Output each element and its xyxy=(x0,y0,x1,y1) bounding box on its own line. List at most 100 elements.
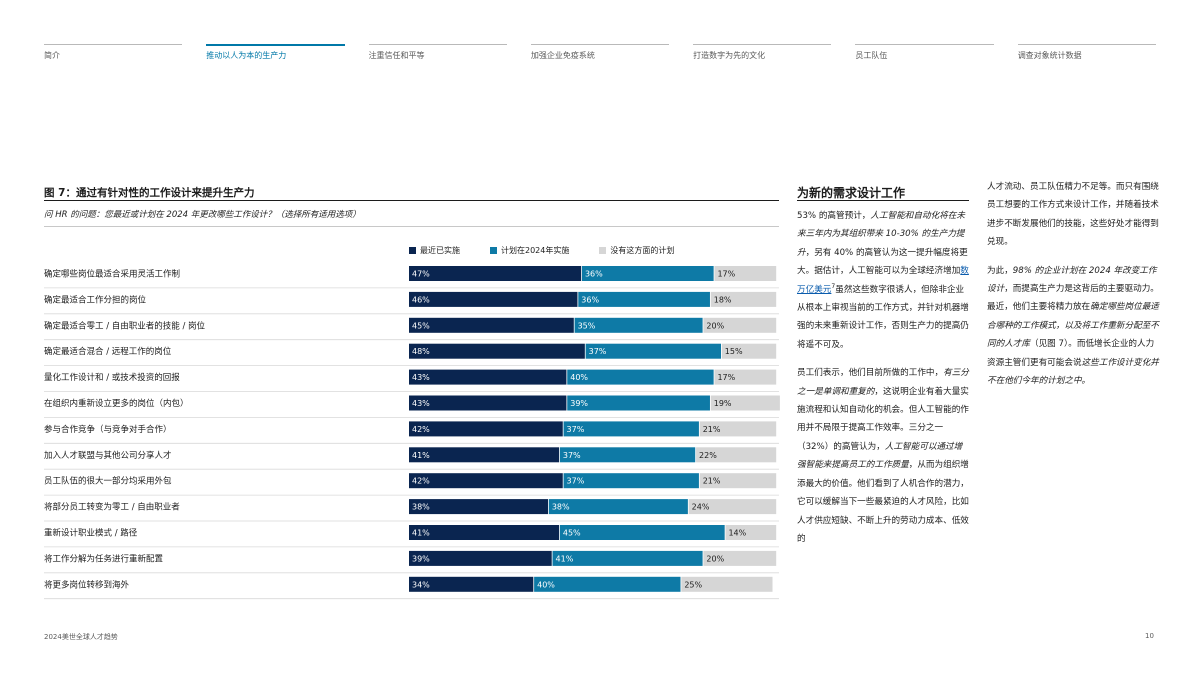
nav-tab-workforce[interactable]: 员工队伍 xyxy=(855,44,994,61)
data-label-planned: 35% xyxy=(578,321,596,330)
legend-item-planned: 计划在2024年实施 xyxy=(490,245,569,256)
bar-planned xyxy=(567,369,714,385)
data-label-recent: 45% xyxy=(412,321,430,330)
bar-planned xyxy=(559,447,696,463)
bar-planned xyxy=(574,317,703,333)
bar-recent xyxy=(409,266,582,281)
legend-label-none: 没有这方面的计划 xyxy=(610,246,675,255)
category-label: 加入人才联盟与其他公司分享人才 xyxy=(44,450,172,461)
data-label-recent: 48% xyxy=(412,347,430,356)
data-label-planned: 37% xyxy=(589,347,607,356)
right-p2-text-c: （见图 7）。而低增长企业的人力资源主管们更有可能会说 xyxy=(987,339,1155,368)
right-paragraph-2: 为此，98% 的企业计划在 2024 年改变工作设计，而提高生产力是这背后的主要… xyxy=(987,262,1159,391)
data-label-planned: 40% xyxy=(537,580,555,589)
legend-swatch-planned xyxy=(490,247,497,254)
nav-tab-immune-system[interactable]: 加强企业免疫系统 xyxy=(530,44,670,61)
bar-recent xyxy=(409,499,549,515)
section-heading: 为新的需求设计工作 xyxy=(797,186,906,200)
bar-none xyxy=(710,395,780,411)
trillions-link[interactable]: 数万亿美元 xyxy=(797,266,969,295)
bar-none xyxy=(721,343,777,359)
data-label-planned: 45% xyxy=(563,529,581,538)
nav-tab-digital-culture[interactable]: 打造数字为先的文化 xyxy=(693,44,832,61)
mid-p2-text-a: 员工们表示，他们目前所做的工作中， xyxy=(797,368,944,379)
mid-text-column: 53% 的高管预计，人工智能和自动化将在未来三年内为其组织带来 10-30% 的… xyxy=(797,207,969,558)
category-label: 确定最适合零工 / 自由职业者的技能 / 岗位 xyxy=(44,320,206,331)
bar-planned xyxy=(552,550,703,566)
right-p2-text-a: 为此， xyxy=(987,265,1013,276)
bar-planned xyxy=(563,473,699,489)
bar-recent xyxy=(409,447,560,463)
data-label-planned: 41% xyxy=(556,554,574,563)
category-label: 重新设计职业模式 / 路径 xyxy=(44,528,138,539)
category-label: 在组织内重新设立更多的岗位（内包） xyxy=(44,398,189,409)
right-p2-emphasis-2: 确定哪些岗位最适合哪种的工作模式，以及将工作重新分配至不同的人才库 xyxy=(987,302,1159,350)
data-label-none: 24% xyxy=(692,503,710,512)
bar-recent xyxy=(409,473,563,489)
data-label-planned: 37% xyxy=(567,477,585,486)
data-label-planned: 36% xyxy=(585,270,603,279)
chart-legend: 最近已实施 计划在2024年实施 没有这方面的计划 xyxy=(409,245,674,256)
bar-planned xyxy=(563,421,699,437)
nav-tab-productivity[interactable]: 推动以人为本的生产力 xyxy=(206,44,345,61)
figure-divider xyxy=(44,200,779,201)
category-label: 确定最适合混合 / 远程工作的岗位 xyxy=(44,346,172,357)
figure-divider-light xyxy=(44,226,779,227)
bar-planned xyxy=(578,291,710,307)
data-label-none: 14% xyxy=(728,529,746,538)
page-number: 10 xyxy=(1145,632,1154,640)
mid-p1-text-a: 53% 的高管预计， xyxy=(797,211,871,221)
data-label-none: 22% xyxy=(699,451,717,460)
mid-p2-emphasis-1: 有三分之一是单调和重复的 xyxy=(797,368,969,397)
nav-tab-intro[interactable]: 简介 xyxy=(44,44,183,61)
data-label-recent: 41% xyxy=(412,529,430,538)
data-label-none: 17% xyxy=(717,270,735,279)
nav-tab-trust[interactable]: 注重信任和平等 xyxy=(368,44,507,61)
right-p2-emphasis-3: 这些工作设计变化并不在他们今年的计划之中。 xyxy=(987,357,1159,387)
bar-none xyxy=(688,499,777,515)
legend-swatch-recent xyxy=(409,247,416,254)
bar-none xyxy=(681,576,773,592)
right-text-column: 人才流动、员工队伍精力不足等。而只有围绕员工想要的工作方式来设计工作，并随着技术… xyxy=(987,178,1159,400)
bar-planned xyxy=(581,266,714,281)
category-label: 量化工作设计和 / 或技术投资的回报 xyxy=(44,372,180,383)
bar-recent xyxy=(409,291,578,307)
bar-none xyxy=(710,291,777,307)
bar-none xyxy=(703,317,777,333)
nav-tab-demographics[interactable]: 调查对象统计数据 xyxy=(1017,44,1156,61)
bar-recent xyxy=(409,550,552,566)
bar-planned xyxy=(534,576,681,592)
data-label-planned: 39% xyxy=(570,399,588,408)
figure-title: 图 7：通过有针对性的工作设计来提升生产力 xyxy=(44,187,255,199)
data-label-planned: 40% xyxy=(570,373,588,382)
data-label-recent: 42% xyxy=(412,425,430,434)
mid-p2-text-b: ，这说明企业有着大量实施流程和认知自动化的机会。但人工智能的作用并不局限于提高工… xyxy=(797,386,969,452)
footer-report-title: 2024美世全球人才趋势 xyxy=(44,633,118,641)
bar-recent xyxy=(409,395,567,411)
data-label-recent: 43% xyxy=(412,373,430,382)
data-label-recent: 46% xyxy=(412,295,430,304)
right-p2-text-b: ，而提高生产力是这背后的主要驱动力。最近，他们主要将精力放在 xyxy=(987,284,1159,313)
bar-none xyxy=(725,525,777,540)
data-label-recent: 34% xyxy=(412,580,430,589)
legend-item-recent: 最近已实施 xyxy=(409,245,460,256)
data-label-none: 15% xyxy=(725,347,743,356)
legend-item-none: 没有这方面的计划 xyxy=(599,245,674,256)
right-p2-emphasis-1: 98% 的企业计划在 2024 年改变工作设计 xyxy=(987,265,1157,295)
bar-recent xyxy=(409,317,574,333)
category-label: 参与合作竞争（与竞争对手合作） xyxy=(44,424,172,435)
data-label-recent: 42% xyxy=(412,477,430,486)
data-label-planned: 37% xyxy=(567,425,585,434)
mid-p1-text-c: 虽然这些数字很诱人，但除非企业从根本上审视当前的工作方式，并针对机器增强的未来重… xyxy=(797,284,969,350)
bar-none xyxy=(714,369,777,385)
mid-paragraph-1: 53% 的高管预计，人工智能和自动化将在未来三年内为其组织带来 10-30% 的… xyxy=(797,207,969,354)
figure-question: 问 HR 的问题：您最近或计划在 2024 年更改哪些工作设计？（选择所有适用选… xyxy=(44,210,361,220)
section-divider xyxy=(797,200,969,201)
data-label-planned: 36% xyxy=(581,295,599,304)
data-label-none: 18% xyxy=(714,295,732,304)
data-label-recent: 43% xyxy=(412,399,430,408)
data-label-none: 25% xyxy=(684,580,702,589)
data-label-recent: 39% xyxy=(412,554,430,563)
category-label: 将部分员工转变为零工 / 自由职业者 xyxy=(44,502,180,513)
data-label-none: 21% xyxy=(703,425,721,434)
